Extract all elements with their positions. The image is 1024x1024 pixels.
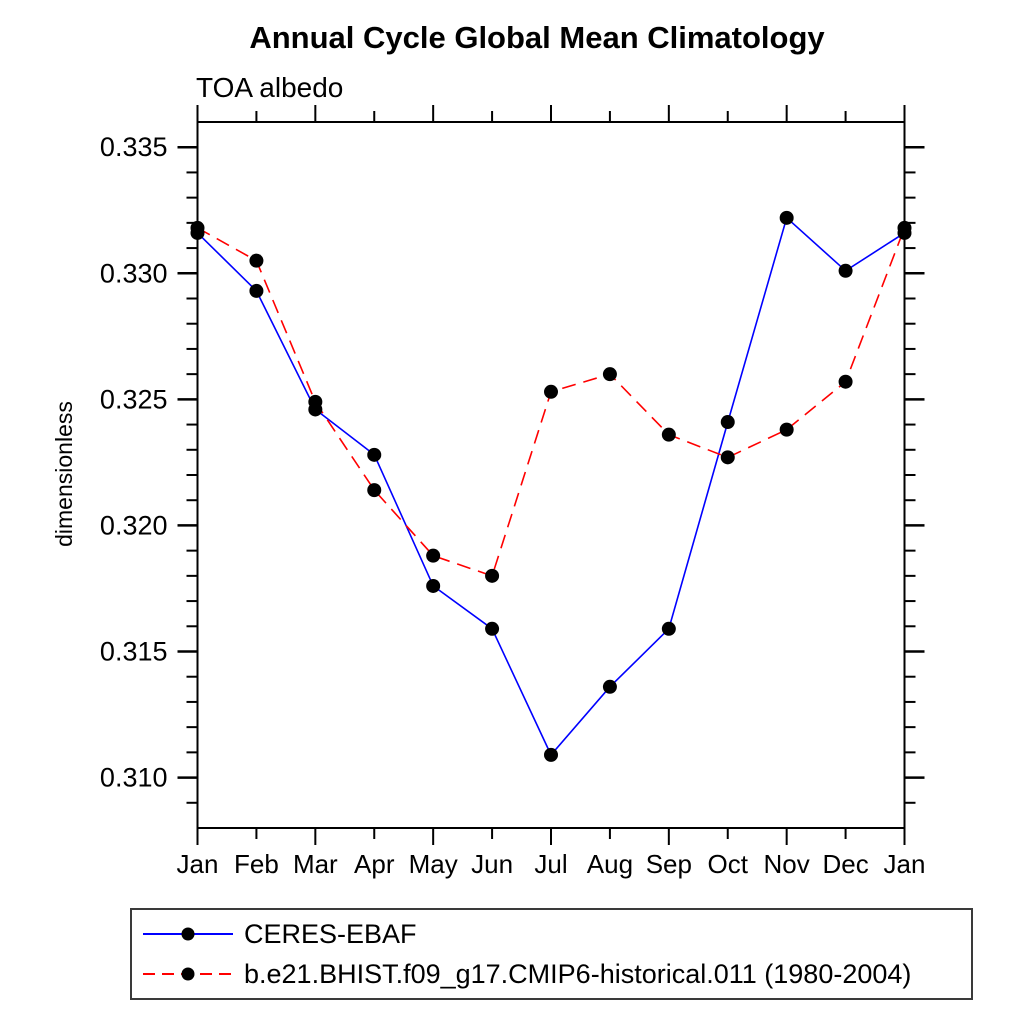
data-point-marker [897,220,912,235]
x-axis-tick-label: Apr [354,849,395,879]
x-axis-tick-label: Jul [534,849,567,879]
data-point-marker [779,210,794,225]
y-axis-tick-label: 0.315 [100,637,168,667]
data-point-marker [838,374,853,389]
series-line-b-e21-bhist-f09-g17-cmip6-hist [197,227,906,577]
data-point-marker [308,394,323,409]
x-axis-tick-label: May [409,849,458,879]
legend-label-model: b.e21.BHIST.f09_g17.CMIP6-historical.011… [244,958,912,989]
data-point-marker [720,415,735,430]
y-axis-tick-label: 0.330 [100,258,168,288]
data-point-marker [720,450,735,465]
y-axis-tick-label: 0.325 [100,384,168,414]
data-point-marker [367,447,382,462]
data-point-marker [249,253,264,268]
legend-marker-dot [181,967,195,981]
x-axis-tick-label: Aug [587,849,633,879]
data-point-marker [602,679,617,694]
legend-line-sample-dashed [143,967,233,981]
legend-line-sample-solid [143,927,233,941]
x-axis-tick-label: Feb [234,849,279,879]
x-axis-tick-label: Jan [884,849,926,879]
chart-subtitle: TOA albedo [196,72,344,103]
data-point-marker [602,367,617,382]
data-point-marker [190,220,205,235]
data-point-marker [367,483,382,498]
legend-marker-dot [181,927,195,941]
y-axis-tick-label: 0.310 [100,763,168,793]
data-point-marker [249,283,264,298]
x-axis-tick-label: Dec [822,849,868,879]
x-axis-tick-label: Jan [177,849,219,879]
x-axis-tick-label: Mar [293,849,338,879]
data-point-marker [661,427,676,442]
y-axis-tick-label: 0.335 [100,132,168,162]
data-point-marker [779,422,794,437]
data-point-marker [544,384,558,399]
data-point-marker [544,747,558,762]
data-point-marker [661,621,676,636]
data-point-marker [485,568,500,583]
chart-title: Annual Cycle Global Mean Climatology [249,20,825,55]
x-axis-tick-label: Oct [708,849,749,879]
data-point-marker [485,621,500,636]
x-axis-tick-label: Nov [764,849,810,879]
legend-label-observation: CERES-EBAF [244,918,417,949]
data-point-marker [838,263,853,278]
y-axis-tick-label: 0.320 [100,510,168,540]
series-line-ceres-ebaf [196,216,905,757]
data-point-marker [426,578,441,593]
data-point-marker [426,548,441,563]
x-axis-tick-label: Jun [471,849,513,879]
legend-row-ceres-ebaf: CERES-EBAF [132,916,971,952]
legend-row-model: b.e21.BHIST.f09_g17.CMIP6-historical.011… [132,956,971,992]
legend: CERES-EBAF b.e21.BHIST.f09_g17.CMIP6-his… [130,908,973,1000]
x-axis-tick-label: Sep [646,849,692,879]
